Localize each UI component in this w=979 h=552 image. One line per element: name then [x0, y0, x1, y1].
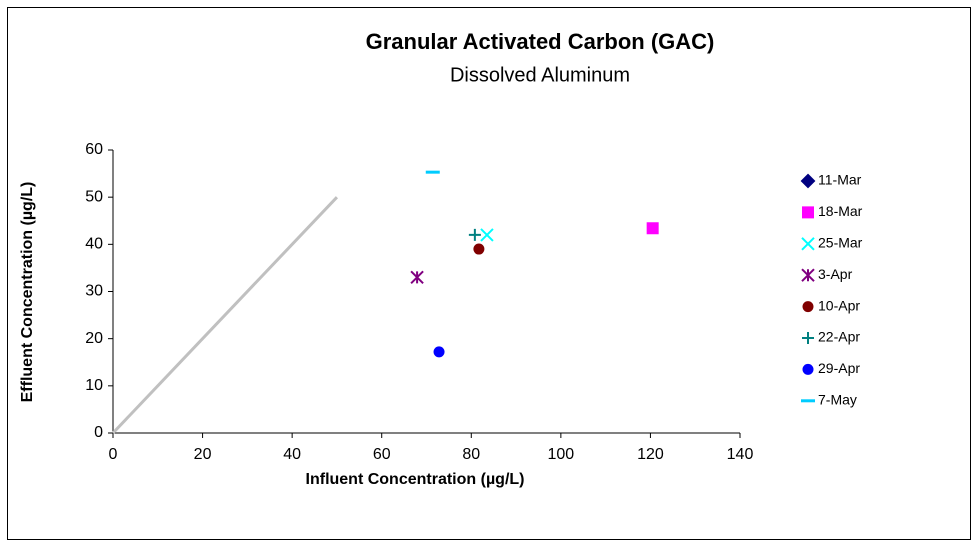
x-tick-label: 140 — [727, 446, 754, 463]
legend-label: 25-Mar — [818, 235, 863, 251]
legend-label: 11-Mar — [818, 172, 862, 188]
point — [433, 346, 445, 358]
chart-subtitle: Dissolved Aluminum — [450, 64, 630, 86]
x-tick-label: 100 — [548, 446, 575, 463]
point — [646, 222, 659, 235]
x-tick-label: 0 — [109, 446, 118, 463]
y-axis-label: Effluent Concentration (µg/L) — [19, 182, 36, 403]
reference-line — [111, 196, 339, 435]
point — [468, 228, 481, 241]
legend-label: 7-May — [818, 392, 857, 408]
legend-label: 29-Apr — [818, 360, 860, 376]
y-tick-label: 10 — [85, 377, 103, 394]
point — [410, 270, 424, 285]
point — [480, 228, 494, 242]
x-tick-label: 20 — [194, 446, 212, 463]
legend-marker — [802, 332, 814, 344]
chart-title: Granular Activated Carbon (GAC) — [366, 29, 715, 54]
y-tick-label: 20 — [85, 330, 103, 347]
point — [473, 243, 485, 255]
x-tick-label: 60 — [373, 446, 391, 463]
legend-label: 18-Mar — [818, 203, 863, 219]
y-tick-label: 60 — [85, 141, 103, 158]
y-tick-label: 0 — [94, 424, 103, 441]
legend-marker — [802, 206, 814, 219]
x-tick-label: 40 — [283, 446, 301, 463]
legend-label: 10-Apr — [818, 297, 860, 313]
legend-marker — [802, 301, 814, 313]
y-tick-label: 30 — [85, 283, 103, 300]
legend-marker — [801, 237, 815, 251]
x-tick-label: 80 — [462, 446, 480, 463]
legend-marker — [802, 363, 814, 375]
legend-marker — [801, 268, 815, 282]
y-tick-label: 50 — [85, 188, 103, 205]
x-axis-label: Influent Concentration (µg/L) — [306, 471, 525, 488]
legend-marker — [800, 173, 816, 189]
y-tick-label: 40 — [85, 236, 103, 253]
legend-label: 3-Apr — [818, 266, 853, 282]
x-tick-label: 120 — [637, 446, 664, 463]
legend-label: 22-Apr — [818, 329, 860, 345]
